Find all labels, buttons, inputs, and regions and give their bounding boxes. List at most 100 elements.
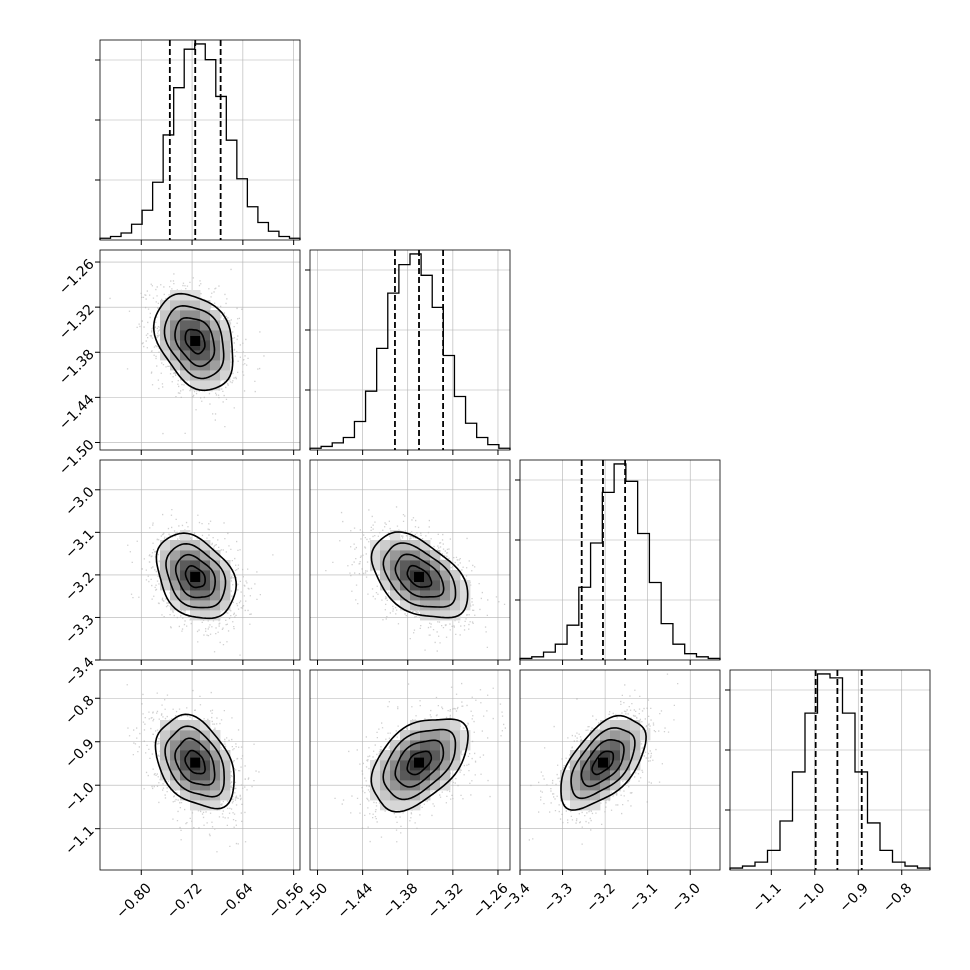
density-cell [420, 760, 431, 771]
density-cell [440, 760, 451, 771]
y-tick-label: −1.44 [56, 392, 98, 434]
density-cell [590, 740, 601, 751]
density-cell [180, 560, 191, 571]
density-cell [200, 590, 211, 601]
density-cell [380, 800, 391, 811]
density-cell [390, 740, 401, 751]
density-cell [370, 770, 381, 781]
density-cell [400, 760, 411, 771]
density-cell [420, 540, 431, 551]
density-cell [410, 720, 421, 731]
mode-marker [414, 572, 425, 583]
density-cell [190, 310, 201, 321]
density-cell [160, 770, 171, 781]
density-cell [380, 560, 391, 571]
density-cell [180, 780, 191, 791]
density-cell [190, 730, 201, 741]
x-tick-label: −1.0 [793, 880, 828, 915]
density-cell [430, 560, 441, 571]
density-cell [400, 740, 411, 751]
density-cell [460, 580, 471, 591]
hist-panel-1 [305, 249, 511, 451]
density-cell [420, 730, 431, 741]
density-cell [170, 340, 181, 351]
pair-panel-1-3 [309, 669, 511, 871]
x-tick-label: −1.1 [750, 880, 785, 915]
contour-line [174, 553, 217, 599]
density-cell [390, 550, 401, 561]
density-cell [380, 540, 391, 551]
density-cell [200, 330, 211, 341]
density-cell [180, 740, 191, 751]
density-cell [440, 570, 451, 581]
density-cell [400, 790, 411, 801]
pair-frame [309, 669, 511, 871]
density-cell [190, 350, 201, 361]
density-cell [210, 330, 221, 341]
density-cell [430, 580, 441, 591]
density-cell [190, 770, 201, 781]
density-cell [390, 800, 401, 811]
density-cell [220, 360, 231, 371]
density-cell [160, 540, 171, 551]
pair-frame [99, 249, 301, 451]
density-cell [420, 600, 431, 611]
density-cell [180, 760, 191, 771]
contour-line [174, 737, 216, 786]
y-tick-label: −3.1 [62, 527, 97, 562]
density-cell [460, 600, 471, 611]
density-cell [370, 560, 381, 571]
density-cell [390, 570, 401, 581]
density-cell [180, 750, 191, 761]
y-tick-label: −0.9 [62, 736, 97, 771]
density-cell [580, 790, 591, 801]
y-tick-label: −3.4 [62, 654, 97, 689]
density-cell [170, 320, 181, 331]
contour-line [382, 542, 457, 608]
density-cell [180, 360, 191, 371]
density-cell [190, 580, 201, 591]
density-cell [600, 730, 611, 741]
contour-line [570, 727, 636, 800]
pair-panel-0-2 [95, 459, 301, 661]
density-cell [590, 790, 601, 801]
density-cell [370, 550, 381, 561]
hist-frame [729, 669, 931, 871]
density-cell [190, 320, 201, 331]
density-cell [200, 740, 211, 751]
pair-panel-1-2 [309, 459, 511, 661]
density-cell [430, 750, 441, 761]
density-cell [180, 590, 191, 601]
density-cell [200, 730, 211, 741]
density-cell [380, 760, 391, 771]
density-cell [580, 800, 591, 811]
density-cell [450, 610, 461, 621]
density-cell [430, 730, 441, 741]
x-tick-label: −1.32 [425, 880, 467, 922]
density-cell [180, 320, 191, 331]
density-cell [600, 790, 611, 801]
density-cell [200, 720, 211, 731]
y-tick-label: −1.32 [56, 301, 98, 343]
density-cell [560, 790, 571, 801]
density-cell [220, 780, 231, 791]
density-cell [430, 610, 441, 621]
density-cell [390, 760, 401, 771]
density-cell [380, 770, 391, 781]
density-cell [600, 750, 611, 761]
contour-line [174, 316, 216, 368]
hist-frame [99, 39, 301, 241]
density-cell [190, 330, 201, 341]
y-tick-label: −3.0 [62, 484, 97, 519]
density-cell [180, 310, 191, 321]
density-cell [190, 300, 201, 311]
density-cell [440, 580, 451, 591]
y-tick-label: −3.3 [62, 612, 97, 647]
density-cell [410, 730, 421, 741]
density-cell [220, 590, 231, 601]
x-tick-label: −3.3 [541, 880, 576, 915]
y-tick-label: −3.2 [62, 569, 97, 604]
density-cell [220, 750, 231, 761]
density-cell [440, 720, 451, 731]
density-cell [210, 380, 221, 391]
